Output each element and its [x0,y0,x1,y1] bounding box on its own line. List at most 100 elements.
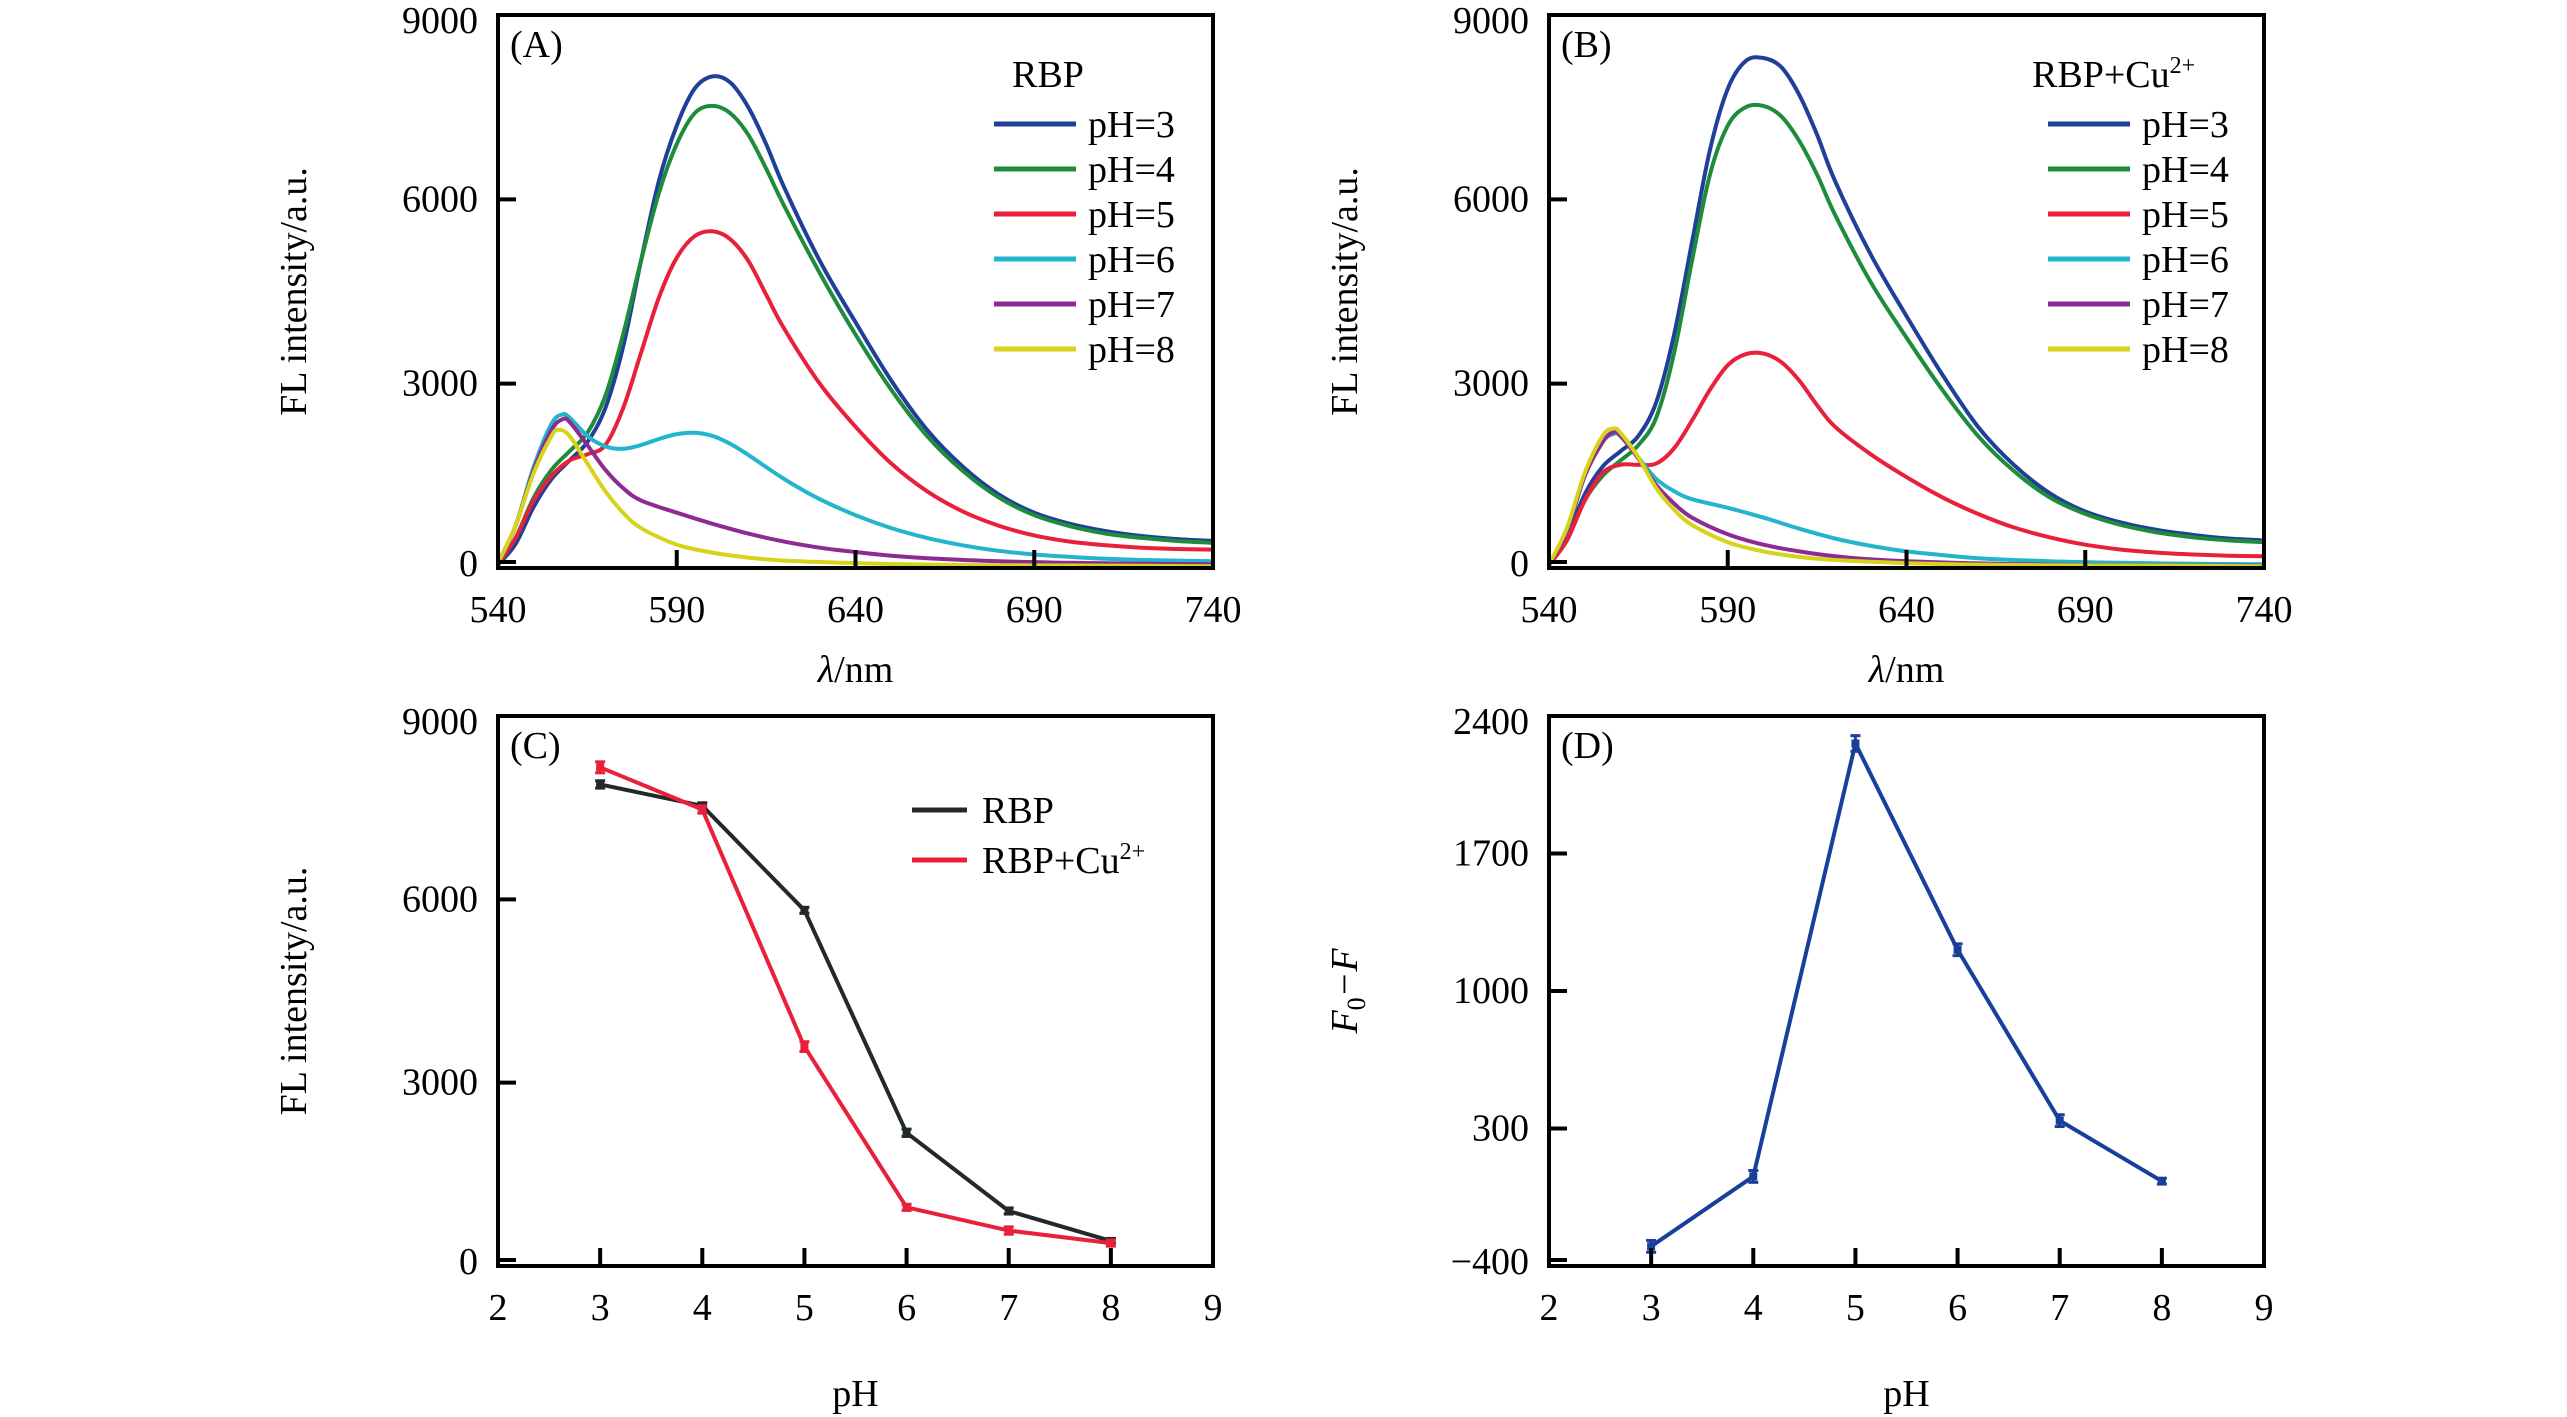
spectrum-curve-ph-6 [496,411,1215,566]
y-tick-label: 0 [459,1241,478,1283]
legend-label: pH=4 [2142,149,2229,191]
x-axis-title: pH [1883,1373,1929,1415]
x-axis-title: λ/nm [1868,649,1945,691]
data-marker [2157,1177,2166,1186]
data-marker [2055,1116,2064,1125]
y-tick-label: −400 [1451,1241,1529,1283]
plot-frame [496,714,1215,1268]
legend-label-main: RBP+Cu [982,840,1120,882]
spectrum-curve-ph-8 [496,427,1215,569]
x-tick-label: 5 [1846,1287,1865,1329]
legend-label: pH=5 [2142,194,2229,236]
x-tick-label: 9 [1204,1287,1223,1329]
legend-title: RBP [1012,54,1084,96]
spectrum-curve-ph-4 [496,103,1215,567]
legend-item: pH=4 [994,149,1175,191]
x-axis-title: λ/nm [817,649,894,691]
data-point [1748,1169,1759,1184]
spectrum-curve-ph-4 [1547,102,2266,567]
legend-item: pH=6 [994,239,1175,281]
legend-item: RBP+Cu2+ [912,839,1145,882]
data-point [901,1202,912,1212]
spectra-curves [496,74,1215,569]
x-tick-label: 8 [1101,1287,1120,1329]
data-marker [1953,945,1962,954]
y-axis-title-rest: −F [1324,948,1366,998]
legend: pH=3pH=4pH=5pH=6pH=7pH=8 [2048,104,2229,371]
legend-label: pH=5 [1088,194,1175,236]
plot-frame [1547,714,2266,1268]
legend-label: pH=7 [2142,284,2229,326]
legend-item: pH=3 [994,104,1175,146]
axis-ticks: 2 3 4 5 6 7 8 9 −400 300 1000 1700 2400 [1451,701,2274,1329]
legend-label: pH=6 [1088,239,1175,281]
axis-ticks: 540 590 640 690 740 0 3000 6000 9000 [1453,0,2293,631]
data-point [901,1127,912,1138]
spectrum-curve-ph-7 [496,416,1215,567]
data-marker [596,763,605,772]
data-marker [698,805,707,814]
x-axis-unit: /nm [1885,649,1944,691]
y-axis-title: FL intensity/a.u. [273,167,315,416]
panel-label: (D) [1561,725,1614,767]
data-point [595,760,606,775]
y-axis-title-f: F [1324,1010,1366,1035]
x-tick-label: 640 [827,589,884,631]
panel-label: (C) [510,725,561,767]
x-tick-label: 4 [693,1287,712,1329]
data-marker [1004,1207,1013,1215]
y-tick-label: 2400 [1453,701,1529,743]
data-marker [800,906,809,915]
panel-a: 540 590 640 690 740 0 3000 6000 9000 (A) RBP pH=… [273,0,1242,691]
panel-d: 2 3 4 5 6 7 8 9 −400 300 1000 1700 2400 (D) pH F0−F [1324,701,2274,1415]
legend-item: pH=6 [2048,239,2229,281]
y-tick-label: 3000 [402,363,478,405]
legend-item: pH=5 [994,194,1175,236]
legend-label: pH=4 [1088,149,1175,191]
x-tick-label: 640 [1878,589,1935,631]
spectrum-curve-ph-3 [1547,55,2266,567]
data-marker [596,780,605,789]
x-tick-label: 540 [470,589,527,631]
legend-item: pH=8 [994,329,1175,371]
data-point [2054,1113,2065,1129]
legend-item: pH=5 [2048,194,2229,236]
y-axis-title: FL intensity/a.u. [273,867,315,1116]
x-tick-label: 740 [1185,589,1242,631]
data-marker [1647,1242,1656,1251]
data-point [799,1040,810,1053]
spectrum-curve-ph-8 [1547,426,2266,569]
legend-item: pH=4 [2048,149,2229,191]
legend-label: pH=8 [1088,329,1175,371]
spectra-curves [1547,55,2266,569]
y-tick-label: 6000 [402,178,478,220]
y-tick-label: 9000 [402,0,478,42]
y-axis-title: FL intensity/a.u. [1324,167,1366,416]
x-tick-label: 3 [1642,1287,1661,1329]
legend-label: pH=7 [1088,284,1175,326]
data-point [595,779,606,790]
legend-label-superscript: 2+ [1120,839,1146,865]
x-axis-unit: /nm [834,649,893,691]
legend-title-main: RBP+Cu [2032,54,2170,96]
data-point [1105,1238,1116,1248]
data-point [1952,942,1963,958]
y-tick-label: 6000 [402,878,478,920]
x-tick-label: 540 [1521,589,1578,631]
spectrum-curve-ph-6 [1547,431,2266,567]
x-tick-label: 2 [489,1287,508,1329]
legend-item: pH=7 [2048,284,2229,326]
x-tick-label: 590 [648,589,705,631]
legend: RBP RBP+Cu2+ [912,790,1145,882]
data-point [1003,1206,1014,1216]
y-tick-label: 6000 [1453,178,1529,220]
x-tick-label: 5 [795,1287,814,1329]
data-marker [1004,1226,1013,1235]
legend-item: pH=8 [2048,329,2229,371]
legend: pH=3pH=4pH=5pH=6pH=7pH=8 [994,104,1175,371]
y-tick-label: 3000 [1453,363,1529,405]
x-tick-label: 590 [1699,589,1756,631]
x-tick-label: 8 [2152,1287,2171,1329]
series-line [1650,741,2163,1249]
